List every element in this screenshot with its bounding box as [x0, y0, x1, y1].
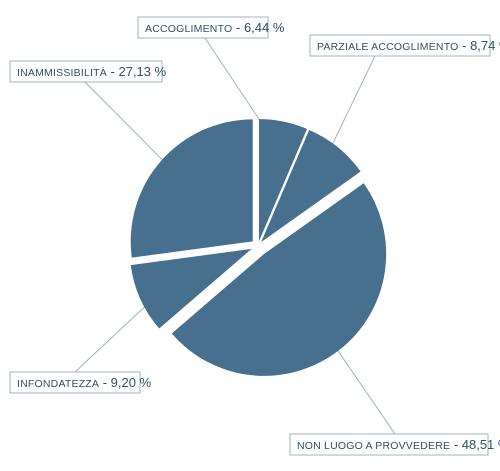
label-text: NON LUOGO A PROVVEDERE - 48,51 % — [297, 437, 500, 452]
label-text: INFONDATEZZA - 9,20 % — [17, 375, 152, 390]
label-box — [289, 433, 489, 456]
slice-labels: ACCOGLIMENTO - 6,44 % PARZIALE ACCOGLIMEN… — [9, 16, 500, 456]
slice-label-value: - 48,51 % — [450, 437, 500, 452]
slice-label-name: PARZIALE ACCOGLIMENTO — [317, 41, 459, 53]
label-box — [9, 60, 163, 83]
pie-slice-non-luogo-a-provvedere — [171, 183, 387, 376]
pie-slice-accoglimento — [259, 119, 308, 242]
slice-label: INFONDATEZZA - 9,20 % — [9, 371, 152, 394]
slice-label: INAMMISSIBILITÀ - 27,13 % — [9, 60, 167, 83]
label-box — [309, 34, 491, 57]
pie-slice-parziale-accoglimento — [261, 129, 361, 243]
pie-slice-inammissibilit — [130, 119, 253, 258]
slice-label-value: - 8,74 % — [459, 38, 500, 53]
pie-slices — [130, 119, 387, 376]
slice-label-name: INAMMISSIBILITÀ — [17, 66, 107, 79]
label-text: PARZIALE ACCOGLIMENTO - 8,74 % — [317, 38, 500, 53]
slice-label: PARZIALE ACCOGLIMENTO - 8,74 % — [309, 34, 500, 57]
slice-label-value: - 6,44 % — [232, 20, 284, 35]
slice-label-value: - 9,20 % — [99, 375, 151, 390]
label-box — [137, 16, 269, 39]
slice-label-name: INFONDATEZZA — [17, 378, 99, 390]
slice-label-name: ACCOGLIMENTO — [145, 23, 232, 35]
label-text: ACCOGLIMENTO - 6,44 % — [145, 20, 285, 35]
slice-label-name: NON LUOGO A PROVVEDERE — [297, 440, 450, 452]
slice-label: ACCOGLIMENTO - 6,44 % — [137, 16, 285, 39]
pie-slice-infondatezza — [130, 248, 252, 329]
slice-label: NON LUOGO A PROVVEDERE - 48,51 % — [289, 433, 500, 456]
label-text: INAMMISSIBILITÀ - 27,13 % — [17, 64, 167, 79]
slice-label-value: - 27,13 % — [107, 64, 167, 79]
label-box — [9, 371, 141, 394]
